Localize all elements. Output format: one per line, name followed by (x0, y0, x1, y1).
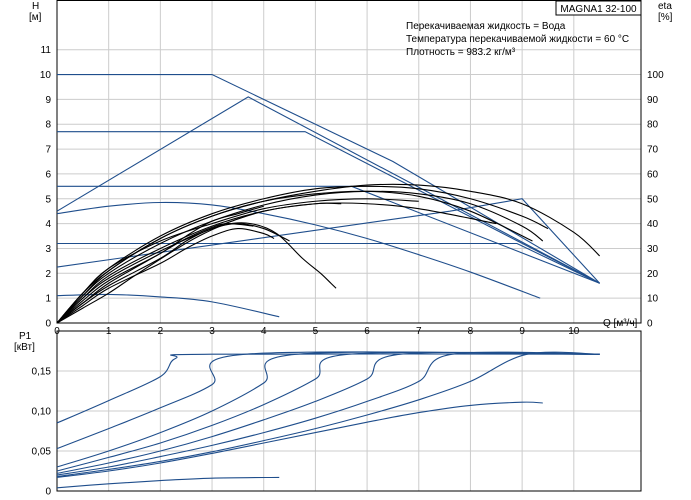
eta-tick-label-9: 90 (647, 95, 659, 106)
eta-tick-label-3: 30 (647, 244, 659, 255)
head-efficiency-curves (56, 73, 601, 324)
x-tick-label-6: 6 (364, 326, 370, 337)
x-tick-label-7: 7 (416, 326, 422, 337)
power-curve-5 (56, 351, 600, 476)
x-tick-label-4: 4 (261, 326, 267, 337)
power-tick-label-0: 0 (45, 487, 51, 498)
head-axis-title: H (32, 1, 39, 12)
eta-axis-title: eta (658, 1, 672, 12)
y-tick-label-5: 5 (45, 194, 51, 205)
power-tick-label-1: 0,05 (32, 447, 52, 458)
y-tick-label-0: 0 (45, 319, 51, 330)
power-curve-3 (56, 351, 600, 472)
power-grid (56, 331, 641, 492)
flow-axis-title: Q [м³/ч] (603, 318, 638, 329)
y-tick-label-4: 4 (45, 219, 51, 230)
power-curve-6 (56, 351, 600, 478)
eta-tick-label-7: 70 (647, 145, 659, 156)
head-axis-unit: [м] (29, 12, 42, 23)
power-curve-0 (56, 353, 600, 424)
efficiency-curve-6 (56, 202, 342, 324)
power-curve-7 (56, 401, 543, 478)
power-curve-1 (56, 351, 600, 450)
info-density: Плотность = 983.2 кг/м³ (406, 47, 516, 58)
eta-tick-label-5: 50 (647, 194, 659, 205)
efficiency-curve-0 (56, 183, 601, 324)
head-tick-labels: 0 1 2 3 4 5 6 7 8 9 100123456789101101020304050607… (40, 45, 664, 337)
x-tick-label-8: 8 (468, 326, 474, 337)
y-tick-label-7: 7 (45, 145, 51, 156)
head-grid (56, 0, 641, 324)
power-curve-8 (56, 476, 280, 489)
eta-axis-unit: [%] (658, 12, 673, 23)
power-axis-title: P1 (19, 331, 32, 342)
efficiency-curve-7 (56, 205, 264, 324)
eta-tick-label-10: 100 (647, 70, 664, 81)
eta-tick-label-6: 60 (647, 169, 659, 180)
y-tick-label-8: 8 (45, 120, 51, 131)
power-axis-unit: [кВт] (14, 342, 35, 353)
y-tick-label-6: 6 (45, 169, 51, 180)
x-tick-label-5: 5 (313, 326, 319, 337)
efficiency-curve-10 (56, 228, 275, 324)
head-curve-2 (57, 131, 600, 284)
efficiency-curve-1 (56, 190, 544, 324)
power-plot-frame (56, 330, 642, 492)
head-curve-5 (56, 198, 601, 284)
eta-tick-label-0: 0 (647, 319, 653, 330)
power-curves (56, 351, 600, 489)
y-tick-label-3: 3 (45, 244, 51, 255)
eta-tick-label-4: 40 (647, 219, 659, 230)
head-curve-4 (57, 242, 600, 284)
info-temperature: Температура перекачиваемой жидкости = 60… (406, 34, 629, 45)
x-tick-label-0: 0 (54, 326, 60, 337)
model-label: MAGNA1 32-100 (560, 4, 637, 15)
efficiency-curve-3 (56, 190, 533, 324)
efficiency-curve-5 (56, 198, 419, 324)
x-tick-label-2: 2 (158, 326, 164, 337)
y-tick-label-11: 11 (41, 45, 52, 56)
x-tick-label-3: 3 (209, 326, 215, 337)
y-tick-label-9: 9 (45, 95, 51, 106)
x-tick-label-10: 10 (568, 326, 580, 337)
model-label-box (555, 0, 642, 16)
x-tick-label-1: 1 (106, 326, 112, 337)
head-plot-frame (56, 0, 642, 324)
efficiency-curve-4 (56, 202, 497, 324)
y-tick-label-10: 10 (40, 70, 52, 81)
efficiency-curve-9 (56, 223, 290, 324)
y-tick-label-1: 1 (45, 294, 51, 305)
eta-tick-label-2: 20 (647, 269, 659, 280)
x-tick-label-9: 9 (519, 326, 525, 337)
head-curve-6 (56, 201, 541, 299)
efficiency-curve-11 (56, 222, 337, 324)
y-tick-label-2: 2 (45, 269, 51, 280)
eta-tick-label-1: 10 (647, 294, 659, 305)
power-tick-labels: 0 0,05 0,10 0,15 (32, 367, 52, 498)
eta-tick-label-8: 80 (647, 120, 659, 131)
power-curve-4 (56, 351, 600, 474)
power-tick-label-2: 0,10 (32, 407, 52, 418)
info-fluid: Перекачиваемая жидкость = Вода (406, 21, 566, 32)
power-tick-label-3: 0,15 (32, 367, 52, 378)
